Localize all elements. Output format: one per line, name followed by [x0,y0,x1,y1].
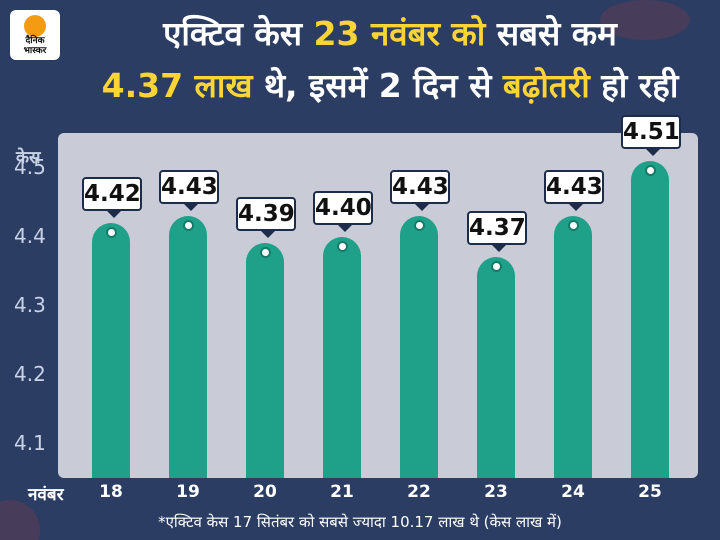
logo-text-line2: भास्कर [23,46,47,56]
data-point-marker [568,219,579,231]
data-point-marker [260,247,271,259]
logo-sun-icon [24,15,46,37]
data-label-22: 4.43 [390,169,450,211]
x-tick-label: 23 [484,482,508,502]
x-tick-label: 25 [638,482,662,502]
logo-text-line1: दैनिक [25,36,45,46]
x-tick-label: 19 [176,482,200,502]
data-point-marker [491,261,502,273]
x-tick-label: 24 [561,482,585,502]
bar-18 [92,222,130,478]
data-label-18: 4.42 [82,176,142,218]
x-tick-label: 22 [407,482,431,502]
bar-21 [323,236,361,478]
y-tick-label: 4.4 [14,223,46,248]
virus-decoration [600,0,690,40]
y-tick-label: 4.1 [14,430,46,455]
x-tick-label: 18 [99,482,123,502]
data-label-20: 4.39 [236,197,296,239]
data-point-marker [414,219,425,231]
x-tick-label: 21 [330,482,354,502]
y-tick-label: 4.2 [14,361,46,386]
bar-22 [400,215,438,478]
brand-logo: दैनिक भास्कर [10,10,60,60]
data-point-marker [183,219,194,231]
bar-23 [477,257,515,478]
title-line2: 4.37 लाख थे, इसमें 2 दिन से बढ़ोतरी हो र… [101,66,679,105]
data-point-marker [645,164,656,176]
chart-title: एक्टिव केस 23 नवंबर को सबसे कम 4.37 लाख … [70,8,710,112]
bar-20 [246,243,284,478]
data-point-marker [337,240,348,252]
data-label-21: 4.40 [313,190,373,232]
data-label-23: 4.37 [467,211,527,253]
x-axis-label: नवंबर [28,485,64,505]
bar-24 [554,215,592,478]
data-point-marker [106,226,117,238]
y-axis-label: केस [16,148,41,168]
data-label-19: 4.43 [159,169,219,211]
y-tick-label: 4.3 [14,292,46,317]
data-label-25: 4.51 [621,114,681,156]
data-label-24: 4.43 [544,169,604,211]
bar-25 [631,160,669,478]
y-tick-label: 4.5 [14,154,46,179]
title-line1: एक्टिव केस 23 नवंबर को सबसे कम [163,14,617,53]
x-tick-label: 20 [253,482,277,502]
bar-19 [169,215,207,478]
footnote: *एक्टिव केस 17 सितंबर को सबसे ज्यादा 10.… [158,513,562,531]
